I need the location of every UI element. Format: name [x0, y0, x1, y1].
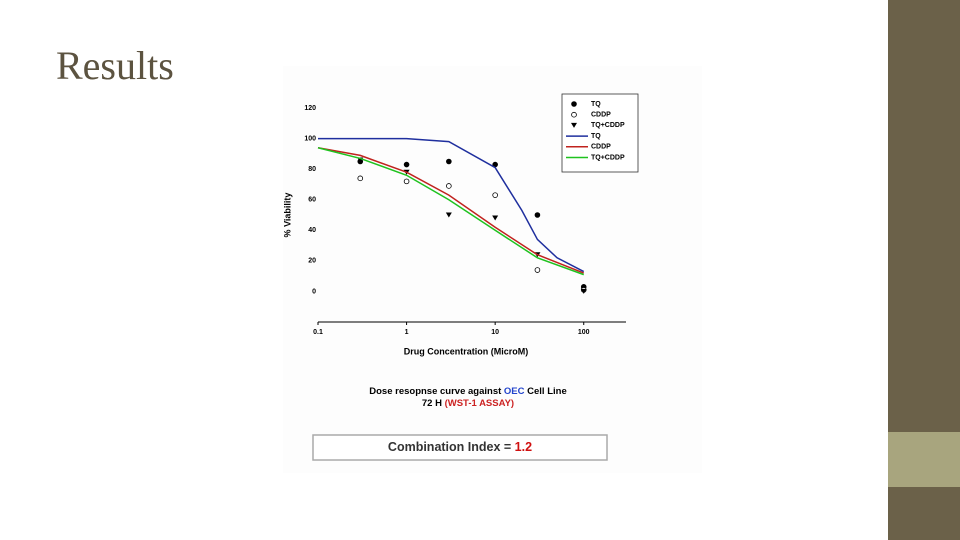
data-point — [534, 212, 541, 218]
slide-title: Results — [56, 43, 174, 88]
combination-label: Combination Index = — [388, 440, 515, 454]
legend-box — [561, 93, 639, 173]
side-accent — [888, 432, 960, 487]
curve — [317, 147, 585, 274]
curve — [318, 137, 585, 273]
y-axis-label: % Viability — [282, 193, 292, 238]
data-point — [446, 183, 452, 189]
data-point — [534, 267, 541, 273]
y-tick-label: 40 — [308, 227, 316, 234]
combination-value: 1.2 — [515, 440, 532, 454]
x-tick-label: 1 — [405, 329, 409, 336]
caption-text: Cell Line — [525, 386, 567, 397]
y-tick-label: 0 — [312, 288, 316, 295]
legend-label: TQ — [591, 133, 601, 140]
data-point — [580, 288, 587, 294]
caption-line1: Dose resopnse curve against OEC Cell Lin… — [369, 386, 566, 397]
curve — [317, 147, 584, 276]
y-tick-label: 120 — [304, 105, 316, 112]
plot: 0 20 40 60 80 100 120 0.1 1 10 100 TQ CDDP TQ+CDDP TQ C… — [304, 101, 626, 336]
x-tick-label: 100 — [578, 329, 590, 336]
legend-label: CDDP — [591, 144, 611, 151]
x-tick-label: 0.1 — [313, 329, 323, 336]
caption-text: 72 H — [422, 398, 445, 409]
x-tick-label: 10 — [491, 329, 499, 336]
data-point — [403, 161, 410, 168]
legend-label: TQ+CDDP — [591, 122, 625, 129]
legend-label: TQ+CDDP — [591, 154, 625, 161]
legend-label: TQ — [591, 101, 601, 108]
legend-marker — [571, 111, 577, 118]
chart-panel — [283, 66, 702, 473]
y-tick-label: 60 — [308, 197, 316, 204]
caption-highlight: OEC — [504, 386, 525, 397]
legend-marker — [571, 101, 577, 107]
y-tick-label: 80 — [308, 166, 316, 173]
combination-index: Combination Index = 1.2 — [388, 440, 532, 454]
data-point — [492, 215, 499, 221]
data-point — [403, 178, 410, 185]
caption-highlight: (WST-1 ASSAY) — [445, 398, 515, 409]
legend-marker — [571, 122, 577, 128]
x-axis-label: Drug Concentration (MicroM) — [404, 346, 529, 356]
caption-text: Dose resopnse curve against — [369, 386, 504, 397]
data-point — [445, 212, 452, 218]
data-point — [446, 158, 452, 165]
data-point — [357, 175, 364, 182]
y-tick-label: 100 — [304, 135, 316, 142]
y-tick-label: 20 — [308, 258, 316, 265]
caption-line2: 72 H (WST-1 ASSAY) — [422, 398, 514, 409]
data-point — [492, 192, 498, 198]
combination-box — [312, 434, 608, 461]
legend-label: CDDP — [591, 112, 611, 119]
